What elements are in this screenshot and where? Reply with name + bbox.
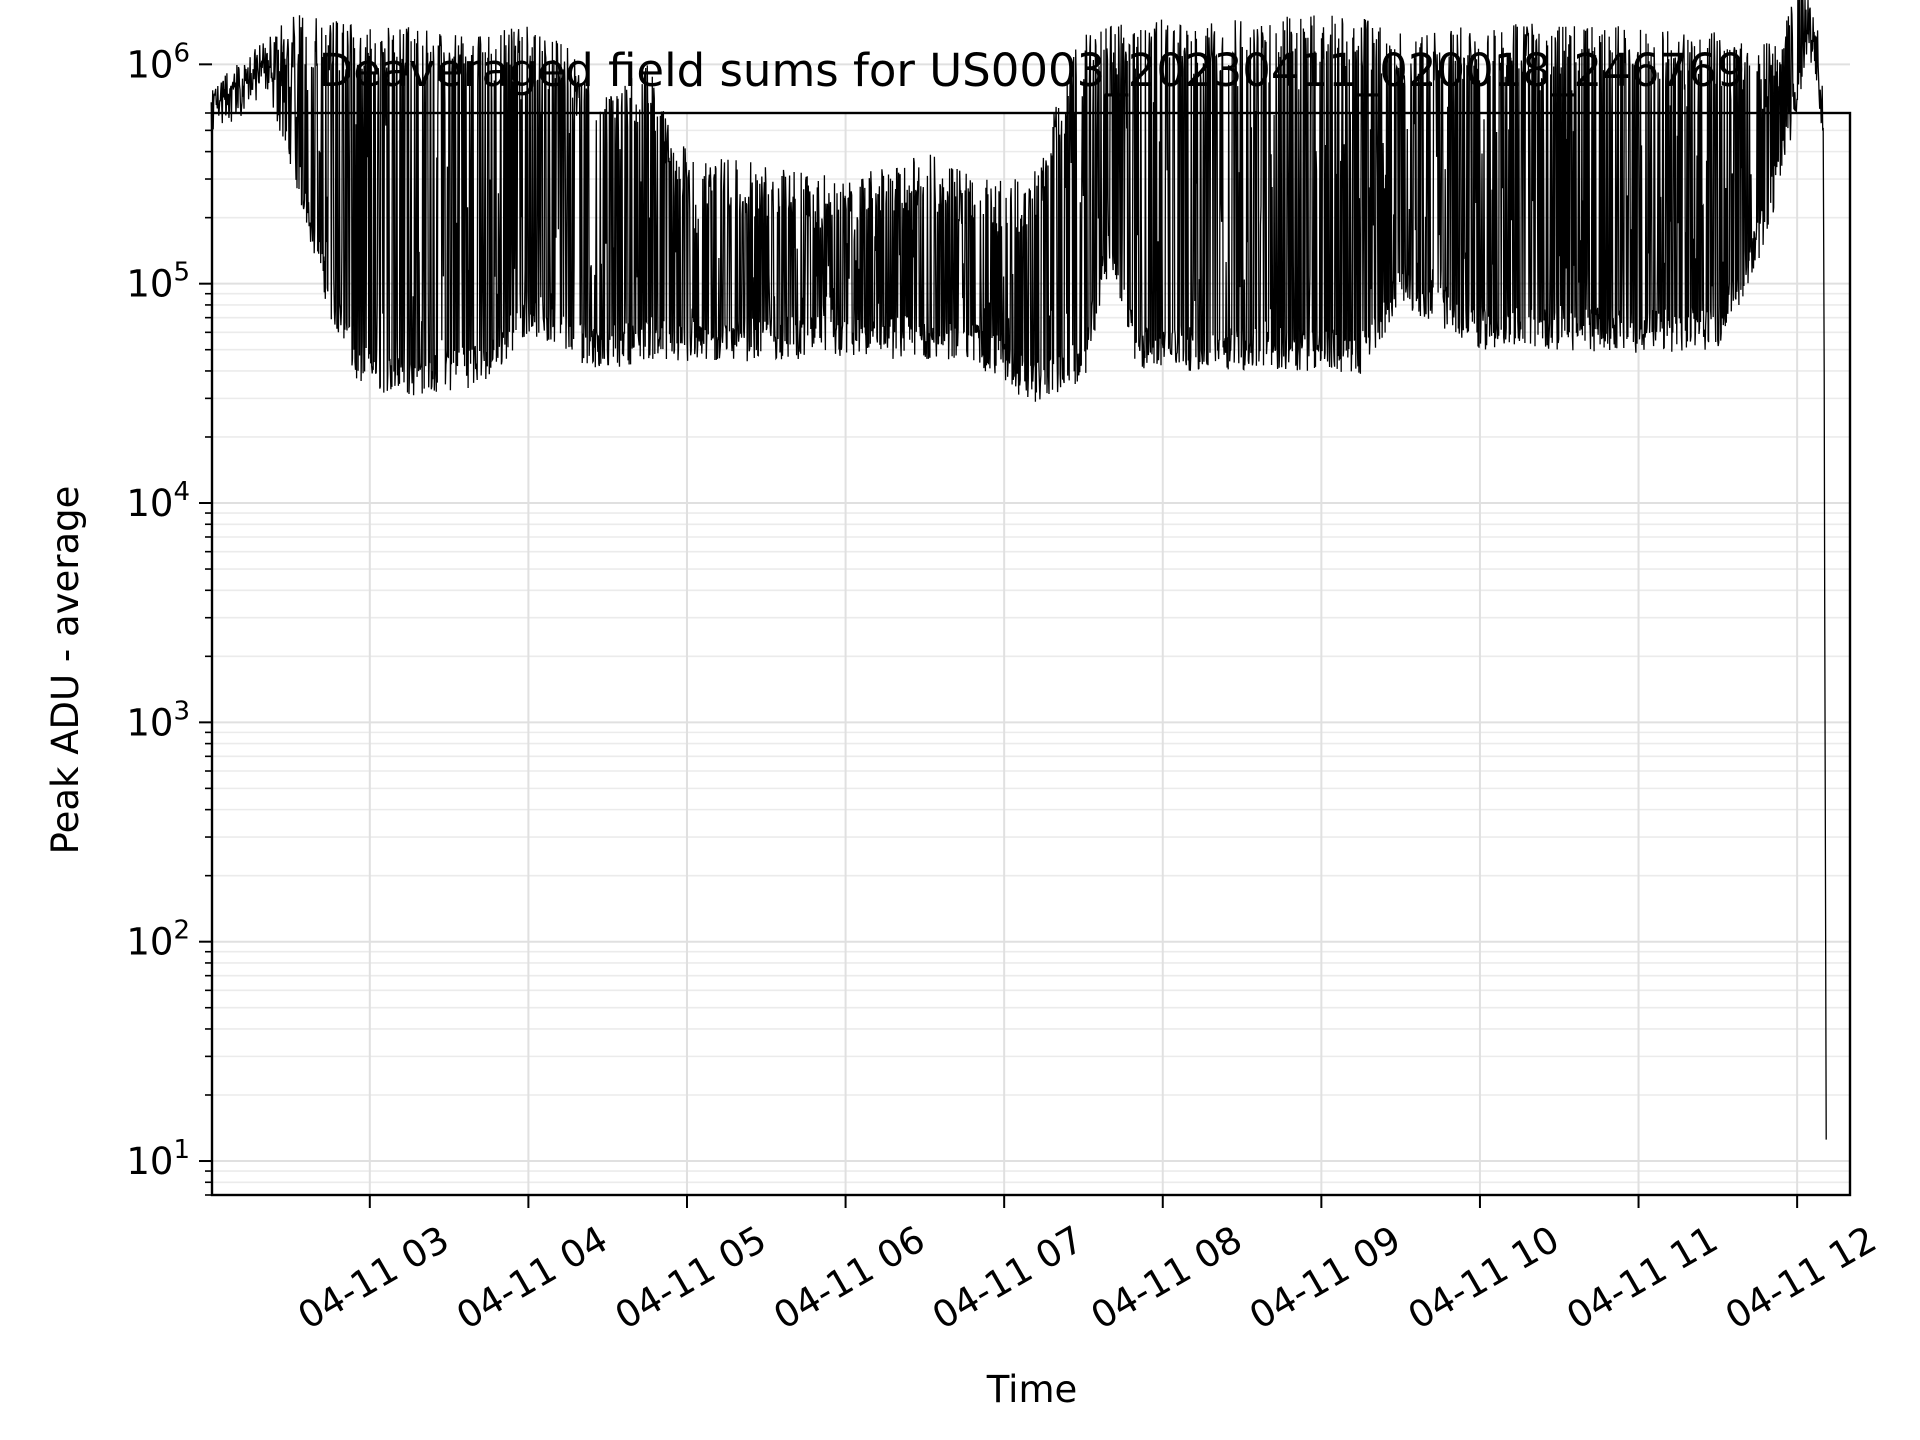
y-tick-label: 105 bbox=[126, 258, 190, 306]
y-tick-label: 103 bbox=[126, 696, 190, 744]
y-tick-label: 106 bbox=[126, 38, 190, 86]
plot-frame bbox=[210, 111, 1852, 1197]
series-group bbox=[210, 0, 1827, 1140]
y-axis-label: Peak ADU - average bbox=[44, 486, 87, 855]
chart-title: Deaveraged field sums for US0003_2023041… bbox=[319, 44, 1746, 97]
y-tick-label: 102 bbox=[126, 916, 190, 964]
series-line bbox=[210, 0, 1827, 1140]
y-tick-label: 101 bbox=[126, 1135, 190, 1183]
x-axis-label: Time bbox=[986, 1368, 1078, 1411]
grid bbox=[212, 63, 1850, 1196]
y-tick-label: 104 bbox=[126, 477, 190, 525]
